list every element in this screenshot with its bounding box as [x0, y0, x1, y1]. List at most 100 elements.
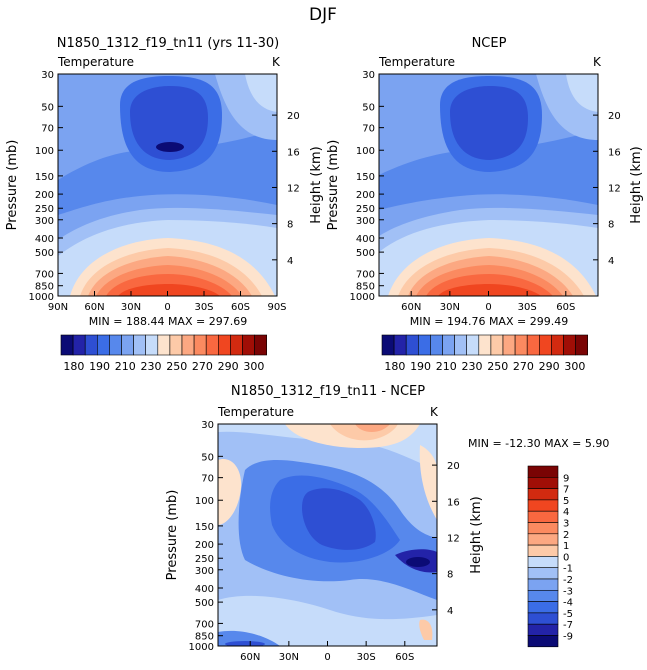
model-colorbar-label: 210	[115, 360, 136, 373]
diff-band-m5	[302, 488, 376, 550]
diff-ytick-label: 50	[201, 452, 214, 463]
model-title: N1850_1312_f19_tn11 (yrs 11-30)	[57, 36, 279, 51]
model-ytick-label: 1000	[29, 292, 54, 303]
model-xtick-label: 30N	[121, 302, 141, 313]
diff-ytick-label: 200	[195, 540, 214, 551]
obs-colorbar-swatch	[502, 334, 516, 356]
model-colorbar-label: 190	[89, 360, 110, 373]
obs-ytick-label: 300	[356, 216, 375, 227]
obs-colorbar-swatch	[538, 334, 552, 356]
obs-band-250	[566, 74, 598, 112]
obs-colorbar-swatch	[430, 334, 443, 356]
model-colorbar-swatch	[97, 334, 110, 356]
diff-band-left-pos	[218, 459, 242, 525]
diff-colorbar-label: 3	[563, 519, 569, 530]
diff-ytick-label: 1000	[189, 642, 214, 653]
obs-ytick-label: 150	[356, 172, 375, 183]
model-colorbar-label: 270	[192, 360, 213, 373]
obs-colorbar-swatch	[563, 334, 576, 356]
model-ytick-label: 50	[41, 102, 54, 113]
model-ytick-label: 500	[35, 248, 54, 259]
model-colorbar-label: 250	[166, 360, 187, 373]
model-xtick-label: 60N	[84, 302, 104, 313]
diff-colorbar-swatch	[527, 601, 559, 614]
diff-colorbar-label: 0	[563, 552, 569, 563]
obs-colorbar-swatch	[514, 334, 528, 356]
obs-colorbar-swatch	[454, 334, 468, 356]
obs-colorbar-label: 270	[513, 360, 534, 373]
model-y2tick-label: 4	[287, 256, 293, 267]
obs-band-195	[450, 86, 528, 160]
model-units-label: K	[272, 55, 281, 69]
obs-xtick-label: 30N	[440, 302, 460, 313]
diff-colorbar-label: 7	[563, 485, 569, 496]
model-colorbar-swatch	[84, 334, 98, 356]
diff-ytick-label: 850	[195, 632, 214, 643]
model-colorbar-swatch	[181, 334, 195, 356]
obs-ytick-label: 100	[356, 146, 375, 157]
diff-colorbar-swatch	[527, 567, 559, 580]
diff-colorbar-label: 5	[563, 496, 569, 507]
obs-title: NCEP	[472, 36, 507, 51]
model-band-250	[245, 74, 277, 112]
diff-ytick-label: 500	[195, 598, 214, 609]
model-xtick-label: 90N	[48, 302, 68, 313]
model-xtick-label: 90S	[267, 302, 286, 313]
diff-ytick-label: 100	[195, 496, 214, 507]
model-contours	[58, 74, 277, 296]
diff-xtick-label: 30S	[357, 652, 376, 663]
model-colorbar-swatch	[193, 334, 207, 356]
diff-colorbar-swatch	[527, 510, 559, 523]
model-colorbar-swatch	[218, 334, 231, 356]
model-colorbar-swatch	[242, 334, 255, 356]
obs-colorbar-label: 190	[410, 360, 431, 373]
diff-xtick-label: 0	[324, 652, 330, 663]
obs-colorbar-swatch	[405, 334, 419, 356]
obs-xtick-label: 60N	[401, 302, 421, 313]
diff-band-pos3	[355, 424, 390, 432]
obs-y2tick-label: 4	[608, 256, 614, 267]
diff-y2tick-label: 20	[447, 461, 460, 472]
model-ytick-label: 300	[35, 216, 54, 227]
obs-field-label: Temperature	[378, 55, 455, 69]
diff-colorbar-label: -4	[563, 598, 573, 609]
obs-ytick-label: 700	[356, 269, 375, 280]
diff-colorbar-label: 9	[563, 473, 569, 484]
diff-colorbar-swatch	[527, 476, 559, 489]
diff-band-bottom-m1	[218, 595, 437, 646]
model-ytick-label: 100	[35, 146, 54, 157]
colorbar-absolute: 180 190 210 230 250 270 290 300 180 190 210 230 250 2…	[60, 334, 588, 373]
obs-contours	[379, 74, 598, 296]
diff-ytick-label: 700	[195, 619, 214, 630]
obs-ylabel: Pressure (mb)	[326, 140, 341, 231]
diff-ylabel: Pressure (mb)	[165, 490, 180, 581]
model-ytick-label: 150	[35, 172, 54, 183]
model-xtick-label: 60S	[231, 302, 250, 313]
model-colorbar-swatch	[60, 334, 74, 356]
model-y2tick-label: 8	[287, 220, 293, 231]
diff-ytick-label: 30	[201, 420, 214, 431]
model-ylabel: Pressure (mb)	[5, 140, 20, 231]
diff-colorbar-swatch	[527, 556, 559, 569]
diff-y2tick-label: 8	[447, 570, 453, 581]
model-stats: MIN = 188.44 MAX = 297.69	[89, 315, 247, 328]
diff-colorbar-label: -7	[563, 620, 573, 631]
obs-y2label: Height (km)	[629, 146, 644, 223]
diff-colorbar-swatch	[527, 533, 559, 546]
model-colorbar-swatch	[230, 334, 243, 356]
diff-xtick-label: 60S	[395, 652, 414, 663]
model-colorbar-swatch	[157, 334, 171, 356]
model-colorbar-swatch	[205, 334, 219, 356]
diff-colorbar-swatch	[527, 635, 559, 648]
obs-colorbar-swatch	[466, 334, 480, 356]
model-xtick-label: 0	[164, 302, 170, 313]
model-y2tick-label: 20	[287, 111, 300, 122]
obs-ytick-label: 50	[362, 102, 375, 113]
diff-band-bottom-m5	[225, 641, 265, 646]
obs-colorbar-label: 250	[487, 360, 508, 373]
model-ytick-label: 850	[35, 282, 54, 293]
diff-ytick-label: 400	[195, 584, 214, 595]
panel-obs: NCEP Temperature K Pressure (mb) Height …	[326, 36, 644, 328]
obs-colorbar-swatch	[478, 334, 492, 356]
